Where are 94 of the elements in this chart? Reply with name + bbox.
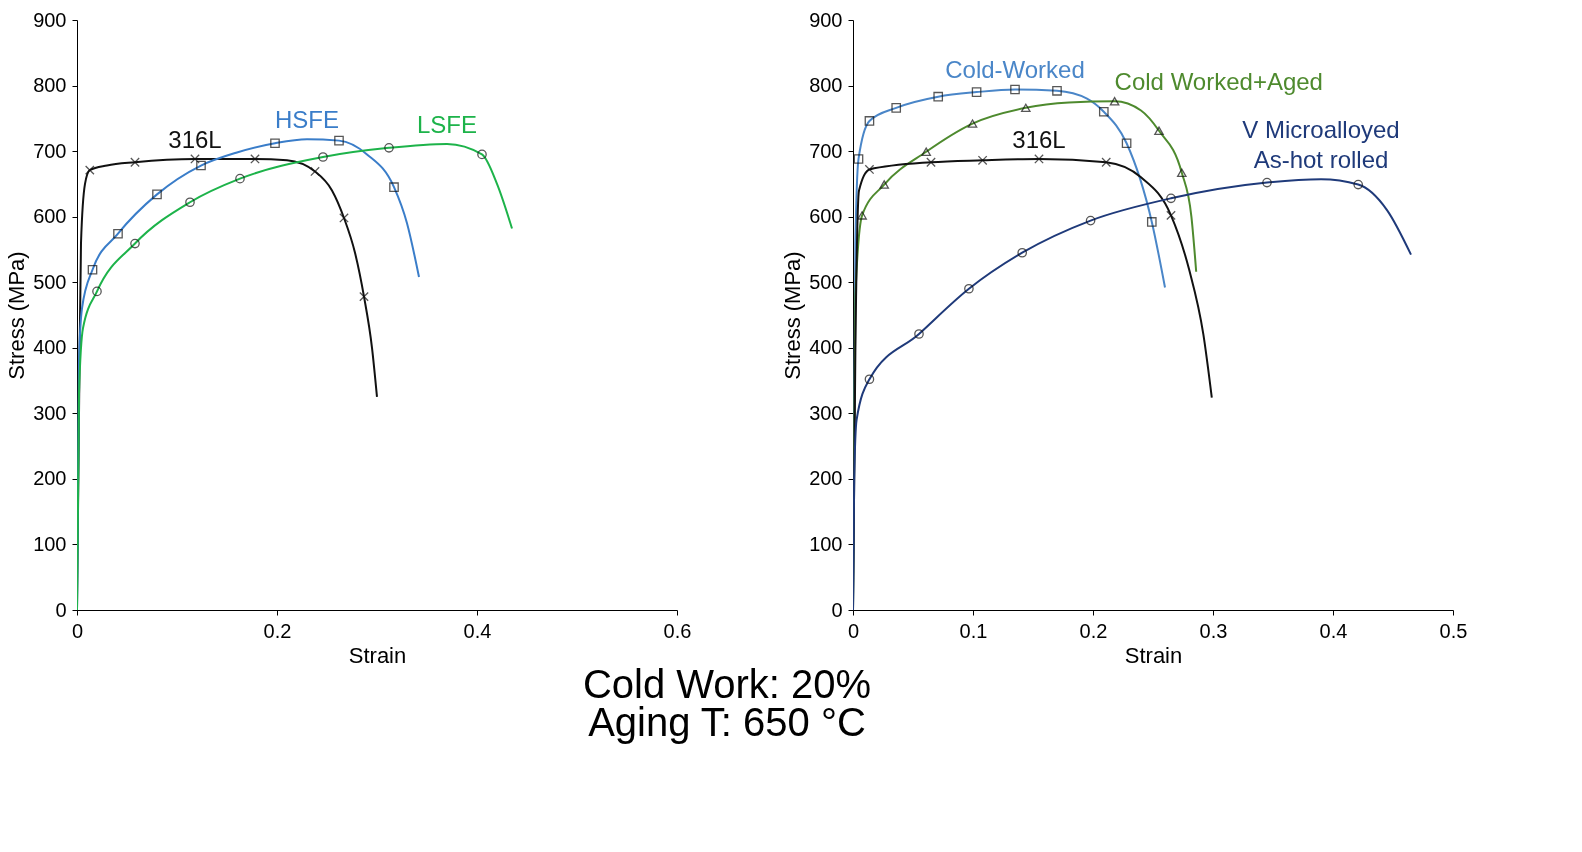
y-tick-label: 200 xyxy=(33,467,67,490)
point xyxy=(384,143,394,153)
point xyxy=(339,213,349,223)
point xyxy=(1052,85,1062,96)
point xyxy=(318,152,328,162)
x-tick-label: 0.4 xyxy=(463,619,492,642)
y-tick-label: 900 xyxy=(809,8,843,31)
y-tick-label: 300 xyxy=(33,401,67,424)
point xyxy=(196,160,206,171)
y-tick-label: 600 xyxy=(809,205,843,228)
point xyxy=(235,173,245,184)
x-tick-label: 0.6 xyxy=(663,619,692,642)
y-tick-label: 500 xyxy=(33,270,67,293)
point xyxy=(853,154,864,164)
point xyxy=(964,283,974,294)
y-tick-label: 700 xyxy=(809,139,843,162)
point xyxy=(1166,210,1176,221)
point xyxy=(933,91,944,102)
point xyxy=(1101,157,1112,168)
point xyxy=(250,154,260,164)
x-axis-title: Strain xyxy=(348,642,407,668)
y-tick-label: 500 xyxy=(809,270,843,293)
point xyxy=(84,165,95,175)
y-tick-label: 800 xyxy=(33,74,67,97)
point xyxy=(1262,177,1272,188)
series-label: HSFE xyxy=(274,106,340,134)
y-tick-label: 700 xyxy=(33,139,67,162)
point xyxy=(310,166,320,177)
point xyxy=(334,135,344,146)
point xyxy=(477,149,487,160)
y-tick-label: 600 xyxy=(33,205,67,228)
point xyxy=(1176,168,1187,178)
x-tick-label: 0.2 xyxy=(263,619,292,642)
point xyxy=(87,264,98,275)
point xyxy=(914,329,924,339)
series-label: Cold Worked+Aged xyxy=(1114,68,1323,96)
point xyxy=(113,228,123,239)
point xyxy=(864,116,875,126)
point xyxy=(270,138,280,149)
point xyxy=(879,180,890,189)
series-label: V Microalloyed As-hot rolled xyxy=(1242,116,1400,174)
y-tick-label: 200 xyxy=(809,467,843,490)
point xyxy=(1085,215,1096,226)
point xyxy=(1034,154,1044,164)
point xyxy=(891,103,902,113)
point xyxy=(152,189,162,200)
y-tick-label: 400 xyxy=(809,336,843,359)
point xyxy=(926,157,936,168)
x-tick-label: 0.1 xyxy=(959,619,988,642)
series-label: 316L xyxy=(168,125,222,153)
y-axis-title: Stress (MPa) xyxy=(4,251,30,380)
point xyxy=(1166,193,1176,204)
point xyxy=(1154,126,1164,136)
point xyxy=(1353,179,1364,190)
point xyxy=(857,211,867,220)
point xyxy=(1098,106,1109,117)
series-label: LSFE xyxy=(416,110,478,138)
point xyxy=(1121,138,1132,149)
point xyxy=(1020,103,1031,113)
x-axis-title: Strain xyxy=(1124,642,1183,668)
line-series xyxy=(853,178,1412,610)
point xyxy=(1109,97,1120,106)
point xyxy=(921,147,932,157)
y-tick-label: 300 xyxy=(809,401,843,424)
point xyxy=(130,238,140,249)
y-tick-label: 100 xyxy=(33,532,67,555)
y-axis-title: Stress (MPa) xyxy=(780,251,806,380)
series-label: 316L xyxy=(1012,125,1066,153)
point xyxy=(389,182,399,192)
point xyxy=(130,157,140,168)
point xyxy=(971,87,982,97)
x-tick-label: 0 xyxy=(71,619,84,642)
point xyxy=(967,119,978,128)
y-tick-label: 800 xyxy=(809,74,843,97)
x-tick-label: 0.3 xyxy=(1199,619,1228,642)
series-label: Cold-Worked xyxy=(945,56,1085,84)
point xyxy=(1146,217,1157,227)
point xyxy=(864,374,875,385)
x-tick-label: 0.5 xyxy=(1439,619,1468,642)
y-tick-label: 400 xyxy=(33,336,67,359)
x-tick-label: 0 xyxy=(847,619,860,642)
y-tick-label: 0 xyxy=(55,598,67,621)
point xyxy=(977,155,988,166)
x-tick-label: 0.2 xyxy=(1079,619,1108,642)
point xyxy=(185,197,195,208)
point xyxy=(1010,84,1020,95)
y-tick-label: 900 xyxy=(33,8,67,31)
point xyxy=(190,154,200,164)
point xyxy=(1017,247,1028,258)
point xyxy=(359,291,369,302)
x-tick-label: 0.4 xyxy=(1319,619,1348,642)
y-tick-label: 0 xyxy=(831,598,843,621)
y-tick-label: 100 xyxy=(809,532,843,555)
point xyxy=(92,286,102,297)
